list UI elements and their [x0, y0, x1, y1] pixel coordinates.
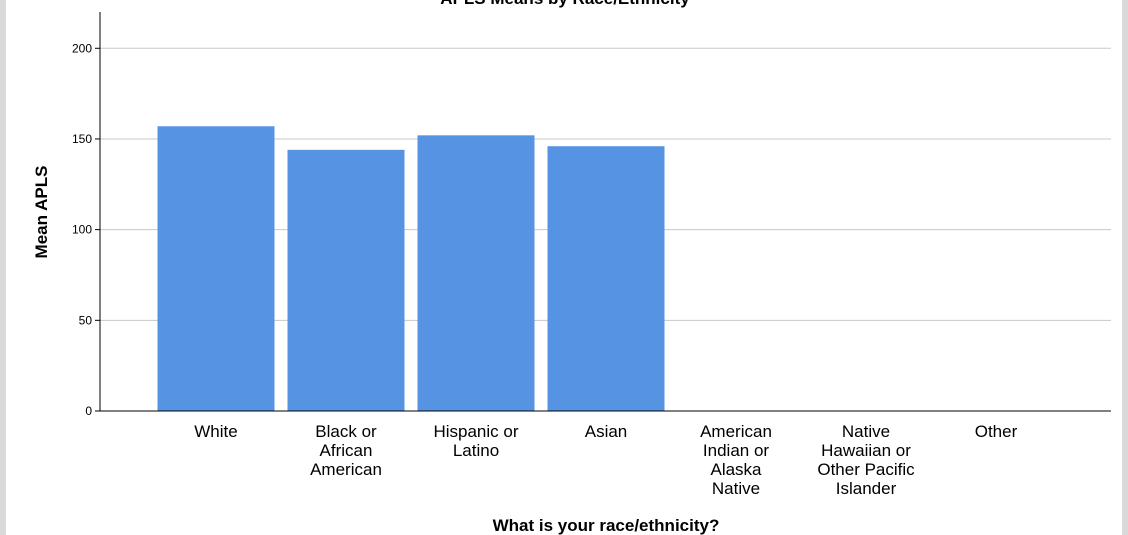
x-category-label: American Indian or Alaska Native [700, 422, 772, 498]
x-category-label: Hispanic or Latino [433, 422, 518, 460]
x-axis-title: What is your race/ethnicity? [493, 516, 720, 535]
x-category-labels: White Black or African American Hispanic or L… [194, 422, 1017, 498]
bars [157, 126, 665, 411]
y-tick-labels: 0 50 100 150 200 [72, 41, 100, 418]
x-category-label: Other [975, 422, 1018, 441]
x-category-label: Black or African American [310, 422, 382, 479]
y-tick-label: 50 [79, 313, 93, 327]
x-category-label: White [194, 422, 237, 441]
bar [157, 126, 275, 411]
x-category-label: Native Hawaiian or Other Pacific Islander [817, 422, 915, 498]
y-tick-label: 0 [85, 404, 92, 418]
y-axis-title: Mean APLS [32, 166, 51, 259]
bar [417, 135, 535, 411]
bar [547, 146, 665, 411]
chart-title: APLS Means by Race/Ethnicity [440, 0, 690, 8]
x-category-label: Asian [585, 422, 628, 441]
y-tick-label: 200 [72, 41, 92, 55]
bar [287, 149, 405, 411]
y-tick-label: 150 [72, 132, 92, 146]
y-tick-label: 100 [72, 223, 92, 237]
